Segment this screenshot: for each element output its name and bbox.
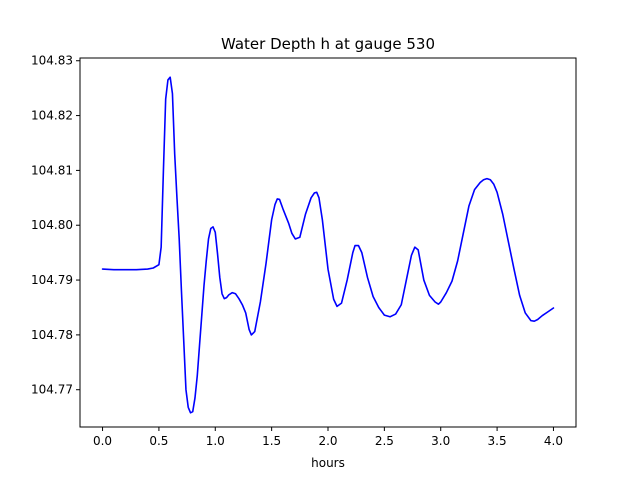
x-tick-label: 2.0 [318,434,337,448]
x-axis-label: hours [311,456,345,470]
chart-title: Water Depth h at gauge 530 [221,35,435,53]
x-axis-ticks: 0.0 0.5 1.0 1.5 2.0 2.5 3.0 3.5 4.0 [93,427,563,448]
x-tick-label: 3.0 [431,434,450,448]
x-tick-label: 0.0 [93,434,112,448]
x-tick-label: 0.5 [149,434,168,448]
x-tick-label: 1.0 [206,434,225,448]
y-tick-label: 104.82 [31,109,73,123]
y-tick-label: 104.83 [31,54,73,68]
x-tick-label: 4.0 [544,434,563,448]
series-line-0 [101,76,555,414]
x-tick-label: 3.5 [488,434,507,448]
y-tick-label: 104.79 [31,273,73,287]
y-axis-ticks: 104.77 104.78 104.79 104.80 104.81 104.82 104.… [31,54,80,397]
x-tick-label: 2.5 [375,434,394,448]
x-tick-label: 1.5 [262,434,281,448]
y-tick-label: 104.77 [31,383,73,397]
y-tick-label: 104.78 [31,328,73,342]
plot-area [101,76,555,414]
y-tick-label: 104.80 [31,218,73,232]
y-tick-label: 104.81 [31,163,73,177]
